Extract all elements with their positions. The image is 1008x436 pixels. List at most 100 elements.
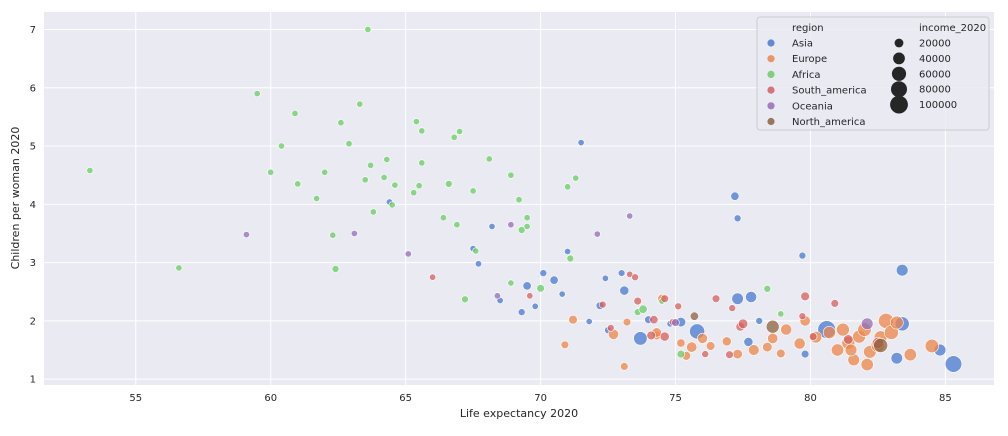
- data-point-africa: [277, 142, 285, 150]
- legend-label: Oceania: [792, 101, 833, 112]
- data-point-north-america: [689, 311, 699, 321]
- data-point-south-america: [798, 312, 807, 321]
- data-point-asia: [800, 349, 810, 359]
- data-point-africa: [410, 189, 418, 197]
- data-point-africa: [369, 208, 377, 216]
- data-point-asia: [577, 139, 585, 147]
- y-tick-label: 4: [30, 200, 36, 211]
- data-point-asia: [730, 191, 740, 201]
- data-point-africa: [536, 284, 545, 293]
- data-point-africa: [763, 284, 772, 293]
- data-point-europe: [697, 332, 708, 344]
- data-point-africa: [291, 109, 299, 117]
- data-point-asia: [601, 274, 609, 282]
- data-point-south-america: [728, 304, 737, 312]
- data-point-south-america: [649, 315, 659, 325]
- legend-size-label: 100000: [919, 100, 957, 111]
- data-point-africa: [415, 182, 423, 190]
- data-point-asia: [895, 264, 909, 277]
- legend-size-title: income_2020: [919, 23, 986, 34]
- legend-marker: [767, 102, 775, 110]
- data-point-africa: [523, 214, 531, 222]
- data-point-south-america: [598, 300, 607, 309]
- data-point-south-america: [830, 299, 839, 308]
- data-point-asia: [474, 260, 482, 268]
- data-point-africa: [364, 25, 372, 33]
- data-point-south-america: [808, 332, 818, 341]
- legend: region income_2020 Asia Europe Africa South…: [756, 16, 990, 131]
- data-point-south-america: [631, 273, 639, 282]
- x-tick-label: 85: [939, 393, 952, 404]
- data-point-europe: [903, 348, 917, 362]
- data-point-south-america: [526, 292, 534, 300]
- legend-size-marker: [891, 81, 907, 98]
- data-point-south-america: [646, 330, 656, 341]
- y-tick-label: 2: [30, 316, 36, 327]
- legend-label: South_america: [792, 86, 867, 97]
- data-point-africa: [507, 279, 515, 287]
- data-point-africa: [566, 254, 575, 263]
- data-point-europe: [705, 341, 716, 351]
- data-point-south-america: [737, 318, 749, 329]
- data-point-asia: [617, 269, 626, 277]
- data-point-africa: [461, 295, 469, 304]
- legend-label: Asia: [792, 39, 813, 50]
- data-point-africa: [572, 174, 580, 182]
- legend-size-label: 40000: [919, 54, 951, 65]
- data-point-europe: [560, 340, 570, 349]
- data-point-europe: [762, 342, 773, 353]
- legend-label: North_america: [792, 117, 866, 128]
- data-point-africa: [523, 223, 531, 231]
- data-point-africa: [391, 181, 399, 189]
- data-point-africa: [294, 180, 302, 188]
- x-tick-label: 70: [534, 393, 547, 404]
- data-point-asia: [585, 317, 593, 325]
- data-point-oceania: [671, 318, 680, 327]
- data-point-europe: [568, 315, 578, 325]
- data-point-africa: [329, 231, 337, 239]
- data-point-europe: [721, 336, 732, 347]
- data-point-south-america: [633, 296, 642, 306]
- data-point-africa: [450, 133, 458, 141]
- data-point-africa: [380, 174, 388, 182]
- data-point-oceania: [626, 212, 634, 220]
- legend-box: [756, 16, 990, 131]
- data-point-africa: [676, 349, 686, 359]
- data-point-asia: [619, 285, 630, 296]
- data-point-south-america: [725, 350, 734, 359]
- data-point-africa: [485, 155, 493, 163]
- data-point-europe: [748, 344, 760, 356]
- data-point-africa: [321, 168, 329, 176]
- data-point-africa: [418, 127, 426, 135]
- data-point-africa: [472, 247, 480, 255]
- data-points: [86, 25, 963, 373]
- data-point-africa: [313, 195, 321, 203]
- data-point-asia: [558, 290, 566, 298]
- data-point-south-america: [800, 291, 810, 302]
- x-tick-label: 60: [264, 393, 277, 404]
- data-point-oceania: [493, 292, 501, 300]
- data-point-south-america: [660, 294, 669, 303]
- legend-size-label: 20000: [919, 39, 951, 50]
- data-point-north-america: [765, 319, 780, 334]
- data-point-oceania: [404, 250, 412, 258]
- data-point-asia: [522, 281, 532, 291]
- x-tick-label: 65: [399, 393, 412, 404]
- data-point-oceania: [593, 230, 601, 238]
- y-tick-label: 7: [30, 25, 36, 36]
- data-point-asia: [755, 317, 764, 325]
- legend-hue-title: region: [792, 23, 824, 34]
- data-point-europe: [844, 343, 858, 357]
- legend-size-label: 80000: [919, 85, 951, 96]
- data-point-africa: [515, 196, 523, 204]
- data-point-asia: [798, 251, 807, 260]
- legend-label: Africa: [792, 70, 821, 81]
- data-point-africa: [412, 118, 420, 126]
- data-point-africa: [418, 159, 426, 167]
- data-point-africa: [383, 156, 391, 164]
- data-point-asia: [633, 331, 648, 346]
- data-point-europe: [889, 315, 904, 330]
- y-tick-label: 3: [30, 258, 36, 269]
- data-point-asia: [517, 308, 526, 316]
